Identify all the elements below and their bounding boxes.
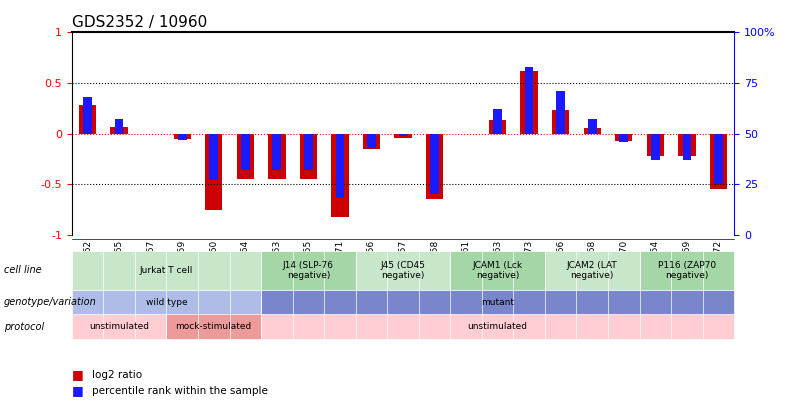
Bar [205, 134, 223, 210]
Bar [104, 32, 135, 235]
Bar [556, 91, 565, 134]
Bar [209, 134, 218, 180]
Bar [615, 134, 633, 141]
Bar [272, 134, 281, 170]
Bar [237, 134, 254, 179]
Text: ■: ■ [72, 368, 84, 381]
Bar [261, 32, 293, 235]
Bar [450, 32, 482, 235]
Bar [651, 134, 660, 160]
Bar [293, 32, 324, 235]
Bar [167, 32, 198, 235]
Text: ■: ■ [72, 384, 84, 397]
Bar [482, 32, 513, 235]
Bar [709, 134, 727, 190]
Bar [178, 134, 187, 140]
Text: mutant: mutant [481, 298, 514, 307]
Text: log2 ratio: log2 ratio [92, 370, 142, 379]
Bar [110, 127, 128, 134]
Text: unstimulated: unstimulated [89, 322, 149, 331]
Bar [639, 32, 671, 235]
Text: JCAM1 (Lck
negative): JCAM1 (Lck negative) [472, 261, 523, 280]
Bar [545, 32, 576, 235]
Text: wild type: wild type [145, 298, 188, 307]
Bar [619, 134, 628, 142]
Bar [331, 134, 349, 217]
Text: Jurkat T cell: Jurkat T cell [140, 266, 193, 275]
Bar [394, 134, 412, 138]
Bar [714, 134, 723, 184]
Bar [520, 71, 538, 134]
Bar [135, 32, 167, 235]
Bar [83, 97, 92, 134]
Text: GDS2352 / 10960: GDS2352 / 10960 [72, 15, 207, 30]
Text: unstimulated: unstimulated [468, 322, 527, 331]
Bar [241, 134, 250, 170]
Bar [419, 32, 450, 235]
Text: JCAM2 (LAT
negative): JCAM2 (LAT negative) [567, 261, 618, 280]
Bar [79, 105, 97, 134]
Text: mock-stimulated: mock-stimulated [176, 322, 252, 331]
Bar [367, 134, 376, 148]
Text: J45 (CD45
negative): J45 (CD45 negative) [381, 261, 425, 280]
Bar [646, 134, 664, 156]
Bar [356, 32, 387, 235]
Text: cell line: cell line [4, 265, 41, 275]
Bar [230, 32, 261, 235]
Text: protocol: protocol [4, 322, 44, 332]
Bar [115, 119, 124, 134]
Bar [399, 134, 407, 136]
Bar [583, 128, 601, 134]
Bar [324, 32, 356, 235]
Text: J14 (SLP-76
negative): J14 (SLP-76 negative) [282, 261, 334, 280]
Bar [268, 134, 286, 179]
Bar [198, 32, 230, 235]
Bar [387, 32, 419, 235]
Bar [513, 32, 545, 235]
Bar [682, 134, 691, 160]
Bar [576, 32, 608, 235]
Bar [552, 111, 569, 134]
Bar [608, 32, 639, 235]
Bar [72, 32, 104, 235]
Text: genotype/variation: genotype/variation [4, 297, 97, 307]
Bar [300, 134, 317, 179]
Bar [588, 119, 597, 134]
Bar [430, 134, 439, 194]
Bar [671, 32, 702, 235]
Bar [525, 67, 534, 134]
Bar [336, 134, 344, 198]
Bar [678, 134, 696, 156]
Text: percentile rank within the sample: percentile rank within the sample [92, 386, 267, 396]
Bar [363, 134, 380, 149]
Bar [173, 134, 191, 139]
Bar [426, 134, 443, 200]
Text: P116 (ZAP70
negative): P116 (ZAP70 negative) [658, 261, 716, 280]
Bar [493, 109, 502, 134]
Bar [702, 32, 734, 235]
Bar [489, 121, 506, 134]
Bar [304, 134, 313, 170]
